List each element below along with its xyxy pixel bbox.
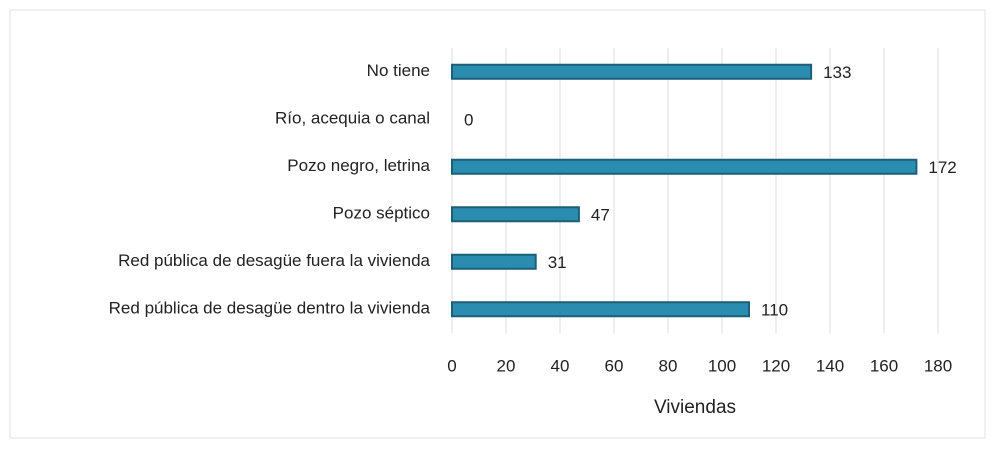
x-tick-label: 120 <box>762 356 790 375</box>
data-label: 0 <box>464 111 473 130</box>
data-label: 133 <box>823 63 851 82</box>
x-tick-label: 100 <box>708 356 736 375</box>
x-axis-label: Viviendas <box>654 397 736 418</box>
y-tick-label: Red pública de desagüe fuera la vivienda <box>118 251 430 270</box>
data-label: 47 <box>591 206 610 225</box>
x-tick-label: 180 <box>924 356 952 375</box>
x-tick-label: 40 <box>551 356 570 375</box>
y-tick-label: No tiene <box>367 61 430 80</box>
x-tick-label: 20 <box>497 356 516 375</box>
x-tick-label: 0 <box>447 356 456 375</box>
x-tick-label: 140 <box>816 356 844 375</box>
bar <box>451 158 918 175</box>
bar <box>451 301 750 318</box>
y-tick-label: Pozo negro, letrina <box>287 156 430 175</box>
chart-frame <box>9 9 986 439</box>
x-tick-label: 160 <box>870 356 898 375</box>
x-tick-label: 80 <box>659 356 678 375</box>
y-tick-label: Río, acequia o canal <box>275 109 430 128</box>
bar <box>451 63 813 80</box>
bar <box>451 206 580 223</box>
data-label: 110 <box>761 301 788 320</box>
x-tick-label: 60 <box>605 356 624 375</box>
data-label: 172 <box>928 158 956 177</box>
data-label: 31 <box>548 253 567 272</box>
y-tick-label: Red pública de desagüe dentro la viviend… <box>109 299 431 318</box>
y-tick-label: Pozo séptico <box>333 204 430 223</box>
bar <box>451 253 537 270</box>
